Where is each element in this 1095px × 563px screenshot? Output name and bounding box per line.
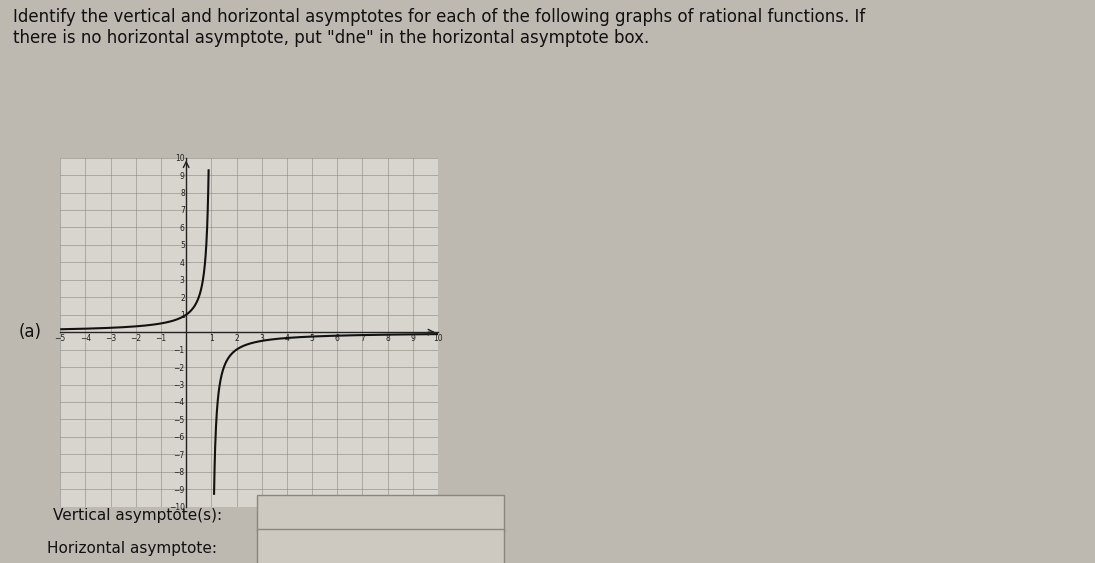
Text: Vertical asymptote(s):: Vertical asymptote(s):: [53, 508, 221, 522]
Text: Identify the vertical and horizontal asymptotes for each of the following graphs: Identify the vertical and horizontal asy…: [13, 8, 865, 47]
Text: (a): (a): [19, 323, 42, 341]
Text: Horizontal asymptote:: Horizontal asymptote:: [47, 542, 217, 556]
